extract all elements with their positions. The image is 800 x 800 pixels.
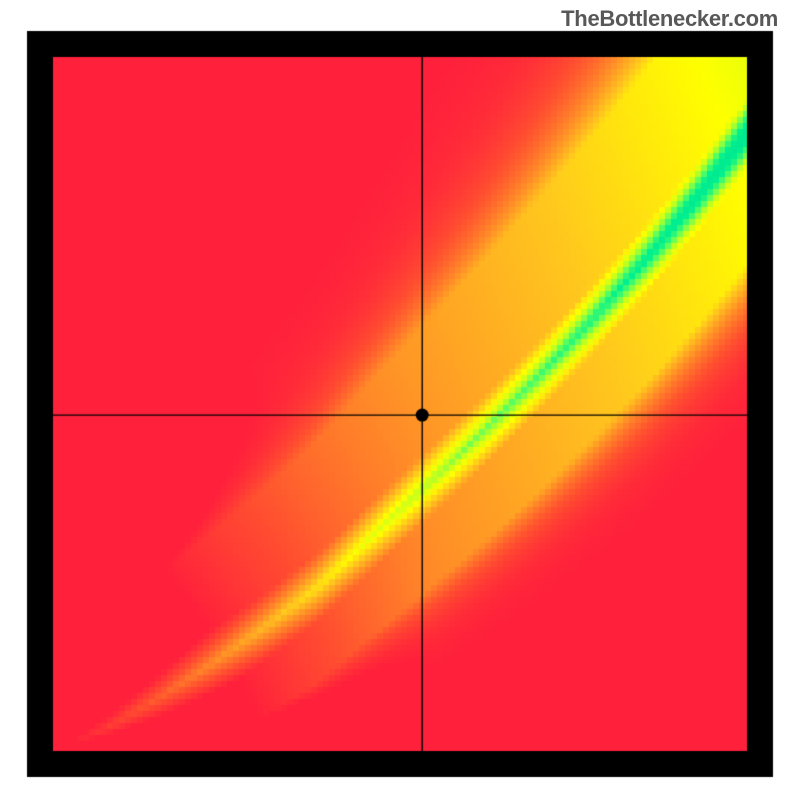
figure-container: TheBottlenecker.com: [0, 0, 800, 800]
bottleneck-heatmap: [0, 0, 800, 800]
watermark-text: TheBottlenecker.com: [561, 6, 778, 32]
